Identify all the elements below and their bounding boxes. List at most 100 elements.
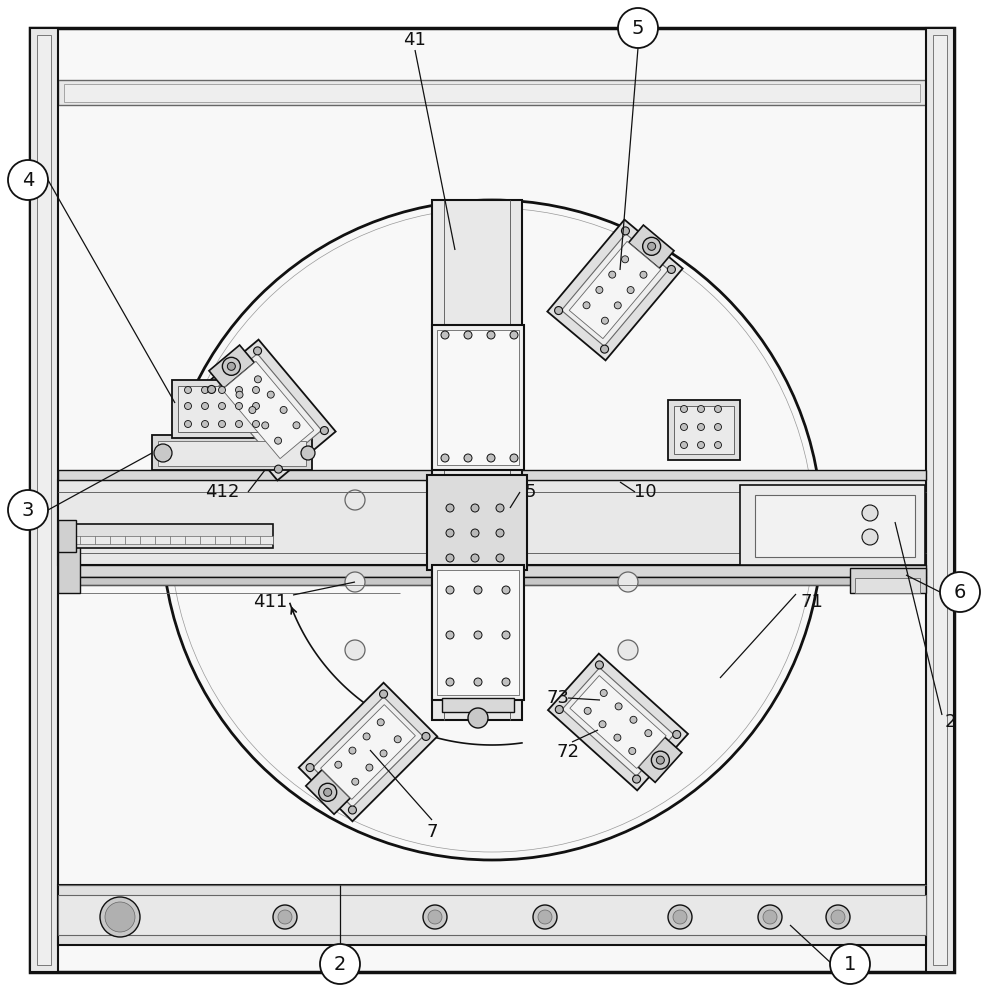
Circle shape (668, 905, 692, 929)
Bar (432, 200, 522, 480)
Circle shape (278, 910, 292, 924)
Circle shape (596, 286, 603, 293)
Bar (674, 406, 734, 454)
Circle shape (306, 764, 314, 772)
Circle shape (346, 715, 366, 735)
Circle shape (236, 391, 243, 398)
Polygon shape (222, 361, 314, 459)
Circle shape (185, 386, 192, 393)
Circle shape (345, 572, 365, 592)
Circle shape (622, 256, 629, 263)
Circle shape (471, 529, 479, 537)
Circle shape (218, 402, 225, 410)
Circle shape (502, 631, 510, 639)
Text: 1: 1 (844, 954, 856, 974)
Circle shape (614, 302, 621, 309)
Polygon shape (562, 668, 674, 776)
Circle shape (441, 454, 449, 462)
Text: 2: 2 (945, 713, 955, 731)
Circle shape (422, 732, 430, 740)
Circle shape (253, 420, 260, 428)
Circle shape (441, 331, 449, 339)
Circle shape (510, 454, 518, 462)
Circle shape (673, 731, 681, 739)
Circle shape (222, 357, 240, 375)
Circle shape (293, 422, 300, 429)
Circle shape (218, 420, 225, 428)
Text: 72: 72 (557, 743, 580, 761)
Circle shape (496, 504, 504, 512)
Circle shape (324, 788, 332, 796)
Circle shape (673, 910, 687, 924)
Polygon shape (215, 354, 322, 466)
Bar (178, 386, 271, 432)
Circle shape (335, 761, 341, 768)
Text: 412: 412 (205, 483, 239, 501)
Circle shape (862, 505, 878, 521)
Circle shape (502, 586, 510, 594)
Circle shape (618, 8, 658, 48)
Circle shape (235, 386, 242, 393)
Circle shape (253, 402, 260, 410)
Circle shape (249, 407, 256, 414)
Circle shape (255, 376, 262, 383)
Circle shape (321, 427, 329, 435)
Circle shape (600, 690, 607, 697)
Bar (427, 475, 527, 570)
Circle shape (351, 778, 359, 785)
Bar (850, 568, 926, 593)
Polygon shape (306, 770, 350, 814)
Bar (58, 895, 926, 935)
Circle shape (510, 331, 518, 339)
Circle shape (538, 910, 552, 924)
Text: 6: 6 (953, 582, 966, 601)
Circle shape (468, 708, 488, 728)
Circle shape (268, 391, 275, 398)
Circle shape (633, 775, 641, 783)
Circle shape (471, 504, 479, 512)
Circle shape (262, 422, 269, 429)
Text: 4: 4 (22, 170, 34, 190)
Bar (755, 495, 915, 557)
Circle shape (319, 783, 337, 801)
Circle shape (584, 302, 590, 309)
Circle shape (345, 640, 365, 660)
Circle shape (474, 678, 482, 686)
Circle shape (763, 910, 777, 924)
Circle shape (618, 572, 638, 592)
Circle shape (502, 678, 510, 686)
Polygon shape (547, 220, 683, 360)
Bar (437, 330, 519, 465)
Circle shape (8, 490, 48, 530)
Bar (432, 325, 524, 470)
Circle shape (254, 347, 262, 355)
Circle shape (235, 420, 242, 428)
Bar (58, 524, 273, 548)
Circle shape (320, 944, 360, 984)
Bar (740, 485, 925, 565)
Circle shape (185, 420, 192, 428)
Bar (668, 400, 740, 460)
Bar (432, 565, 522, 720)
Text: 411: 411 (253, 593, 287, 611)
Polygon shape (570, 676, 666, 768)
Circle shape (555, 705, 563, 713)
Bar (58, 885, 926, 945)
Circle shape (301, 446, 315, 460)
Circle shape (940, 572, 980, 612)
Circle shape (601, 317, 608, 324)
Circle shape (714, 424, 721, 430)
Circle shape (275, 465, 282, 473)
Circle shape (464, 331, 472, 339)
Circle shape (275, 437, 281, 444)
Polygon shape (299, 683, 437, 821)
Circle shape (487, 331, 495, 339)
Circle shape (348, 806, 356, 814)
Circle shape (423, 905, 447, 929)
Circle shape (105, 902, 135, 932)
Polygon shape (548, 654, 688, 790)
Circle shape (395, 736, 401, 743)
Bar (152, 435, 312, 470)
Text: 73: 73 (546, 689, 570, 707)
Bar (172, 380, 277, 438)
